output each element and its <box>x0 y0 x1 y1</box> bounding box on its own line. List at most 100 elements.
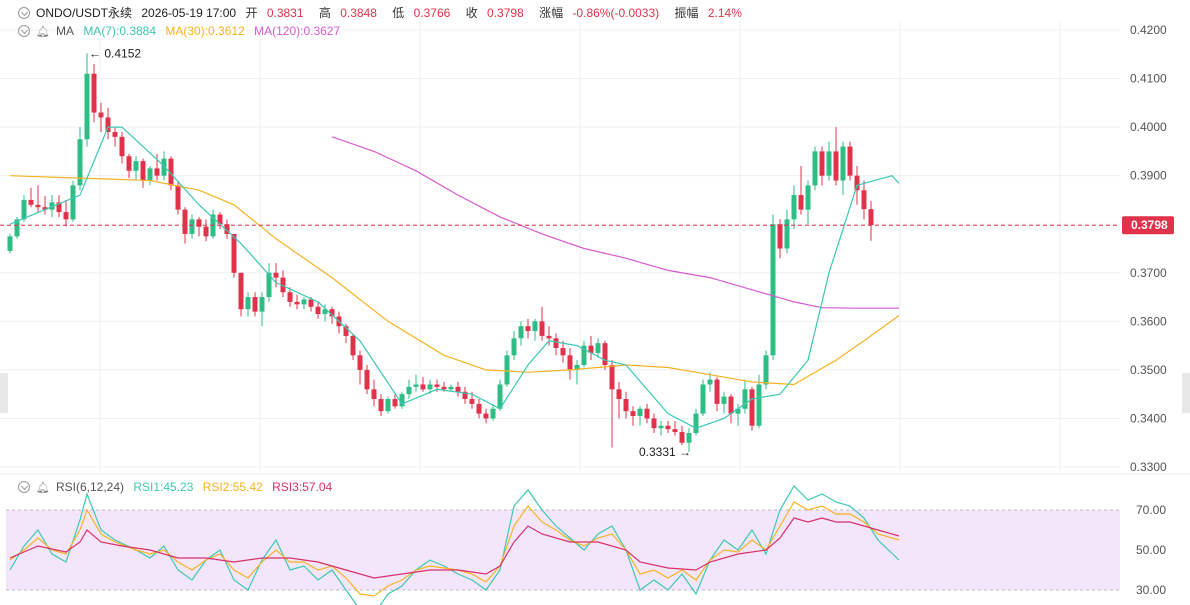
candle-body <box>294 301 300 305</box>
high-label: 高 <box>318 6 331 20</box>
high-value: 0.3848 <box>340 6 377 20</box>
candle-body <box>609 365 615 390</box>
candle-body <box>266 272 272 298</box>
rsi-collapse-icon[interactable] <box>18 480 30 493</box>
candle-body <box>462 391 468 400</box>
candle-body <box>497 384 503 409</box>
ma120-line <box>331 136 899 309</box>
current-price-tag <box>1122 216 1174 235</box>
candle-body <box>728 396 734 414</box>
candle-body <box>791 195 797 220</box>
candle-body <box>616 389 622 400</box>
alert-bell-icon[interactable]: 🔔︎ <box>36 26 50 38</box>
candle-body <box>329 309 335 317</box>
rsi-alert-bell-icon[interactable]: 🔔︎ <box>36 482 50 494</box>
candle-body <box>735 408 741 414</box>
open-label: 开 <box>245 6 258 20</box>
candle-body <box>840 146 846 181</box>
candle-body <box>847 146 853 176</box>
candle-body <box>413 384 419 387</box>
ma-collapse-icon[interactable] <box>18 24 30 37</box>
candle-body <box>441 386 447 390</box>
candle-body <box>231 233 237 273</box>
candle-body <box>287 292 293 302</box>
candle-body <box>315 306 321 315</box>
candle-body <box>112 131 118 137</box>
candle-body <box>742 389 748 409</box>
candle-body <box>805 185 811 210</box>
candle-body <box>91 73 97 113</box>
ma-title: MA <box>55 24 74 38</box>
candle-body <box>525 326 531 332</box>
collapse-toggle-icon[interactable] <box>18 6 30 19</box>
low-label: 低 <box>392 6 405 20</box>
candle-body <box>483 413 489 419</box>
candle-body <box>693 413 699 434</box>
ma7-legend: MA(7):0.3884 <box>83 24 157 38</box>
rsi-line-rsi3 <box>9 517 900 579</box>
candle-body <box>679 432 685 443</box>
candle-body <box>399 394 405 407</box>
candle-body <box>672 429 678 433</box>
y-tick-label: 0.3400 <box>1130 411 1167 425</box>
candle-body <box>686 433 692 443</box>
candle-body <box>854 175 860 191</box>
close-label: 收 <box>465 6 478 20</box>
candle-body <box>819 151 825 176</box>
candle-body <box>119 136 125 157</box>
candle-body <box>147 168 153 181</box>
datetime-label: 2026-05-19 17:00 <box>141 6 237 20</box>
candle-body <box>7 236 13 251</box>
rsi-legend: 🔔︎ RSI(6,12,24) RSI1:45.23 RSI2:55.42 RSI… <box>0 478 338 496</box>
y-tick-label: 0.4100 <box>1130 72 1167 86</box>
candle-body <box>357 355 363 370</box>
candle-body <box>203 226 209 237</box>
y-tick-label: 0.3600 <box>1130 314 1167 328</box>
y-tick-label: 0.3900 <box>1130 169 1167 183</box>
candle-body <box>826 151 832 176</box>
rsi2-legend: RSI2:55.42 <box>202 480 263 494</box>
candle-body <box>161 158 167 176</box>
candle-body <box>763 355 769 385</box>
rsi1-legend: RSI1:45.23 <box>133 480 194 494</box>
candle-body <box>175 185 181 210</box>
open-value: 0.3831 <box>266 6 304 20</box>
rsi-band <box>6 510 1120 590</box>
candle-body <box>14 219 20 237</box>
left-scroll-handle[interactable] <box>0 373 8 413</box>
candle-body <box>812 151 818 186</box>
candle-body <box>322 309 328 315</box>
candle-body <box>140 161 146 181</box>
candle-body <box>259 297 265 312</box>
ma30-legend: MA(30):0.3612 <box>165 24 245 38</box>
y-tick-label: 0.3300 <box>1130 460 1167 474</box>
candle-body <box>658 425 664 429</box>
candle-body <box>49 202 55 210</box>
candle-body <box>602 343 608 366</box>
change-label: 涨幅 <box>539 6 564 20</box>
candle-body <box>784 219 790 249</box>
candle-body <box>364 369 370 390</box>
candle-body <box>476 403 482 414</box>
candle-body <box>42 207 48 210</box>
candle-body <box>567 355 573 370</box>
symbol-label: ONDO/USDT永续 <box>36 6 133 20</box>
candle-body <box>105 117 111 132</box>
candle-body <box>588 345 594 353</box>
y-tick-label: 0.4000 <box>1130 120 1167 134</box>
candle-body <box>420 384 426 390</box>
candle-body <box>469 399 475 404</box>
candle-body <box>427 384 433 390</box>
candle-body <box>196 219 202 227</box>
rsi3-legend: RSI3:57.04 <box>272 480 333 494</box>
candle-body <box>350 335 356 356</box>
candle-body <box>623 399 629 412</box>
candle-body <box>777 224 783 249</box>
candle-body <box>392 399 398 407</box>
right-scroll-handle[interactable] <box>1182 373 1190 413</box>
ma30-line <box>9 175 900 386</box>
candle-body <box>574 365 580 370</box>
candle-body <box>35 204 41 208</box>
